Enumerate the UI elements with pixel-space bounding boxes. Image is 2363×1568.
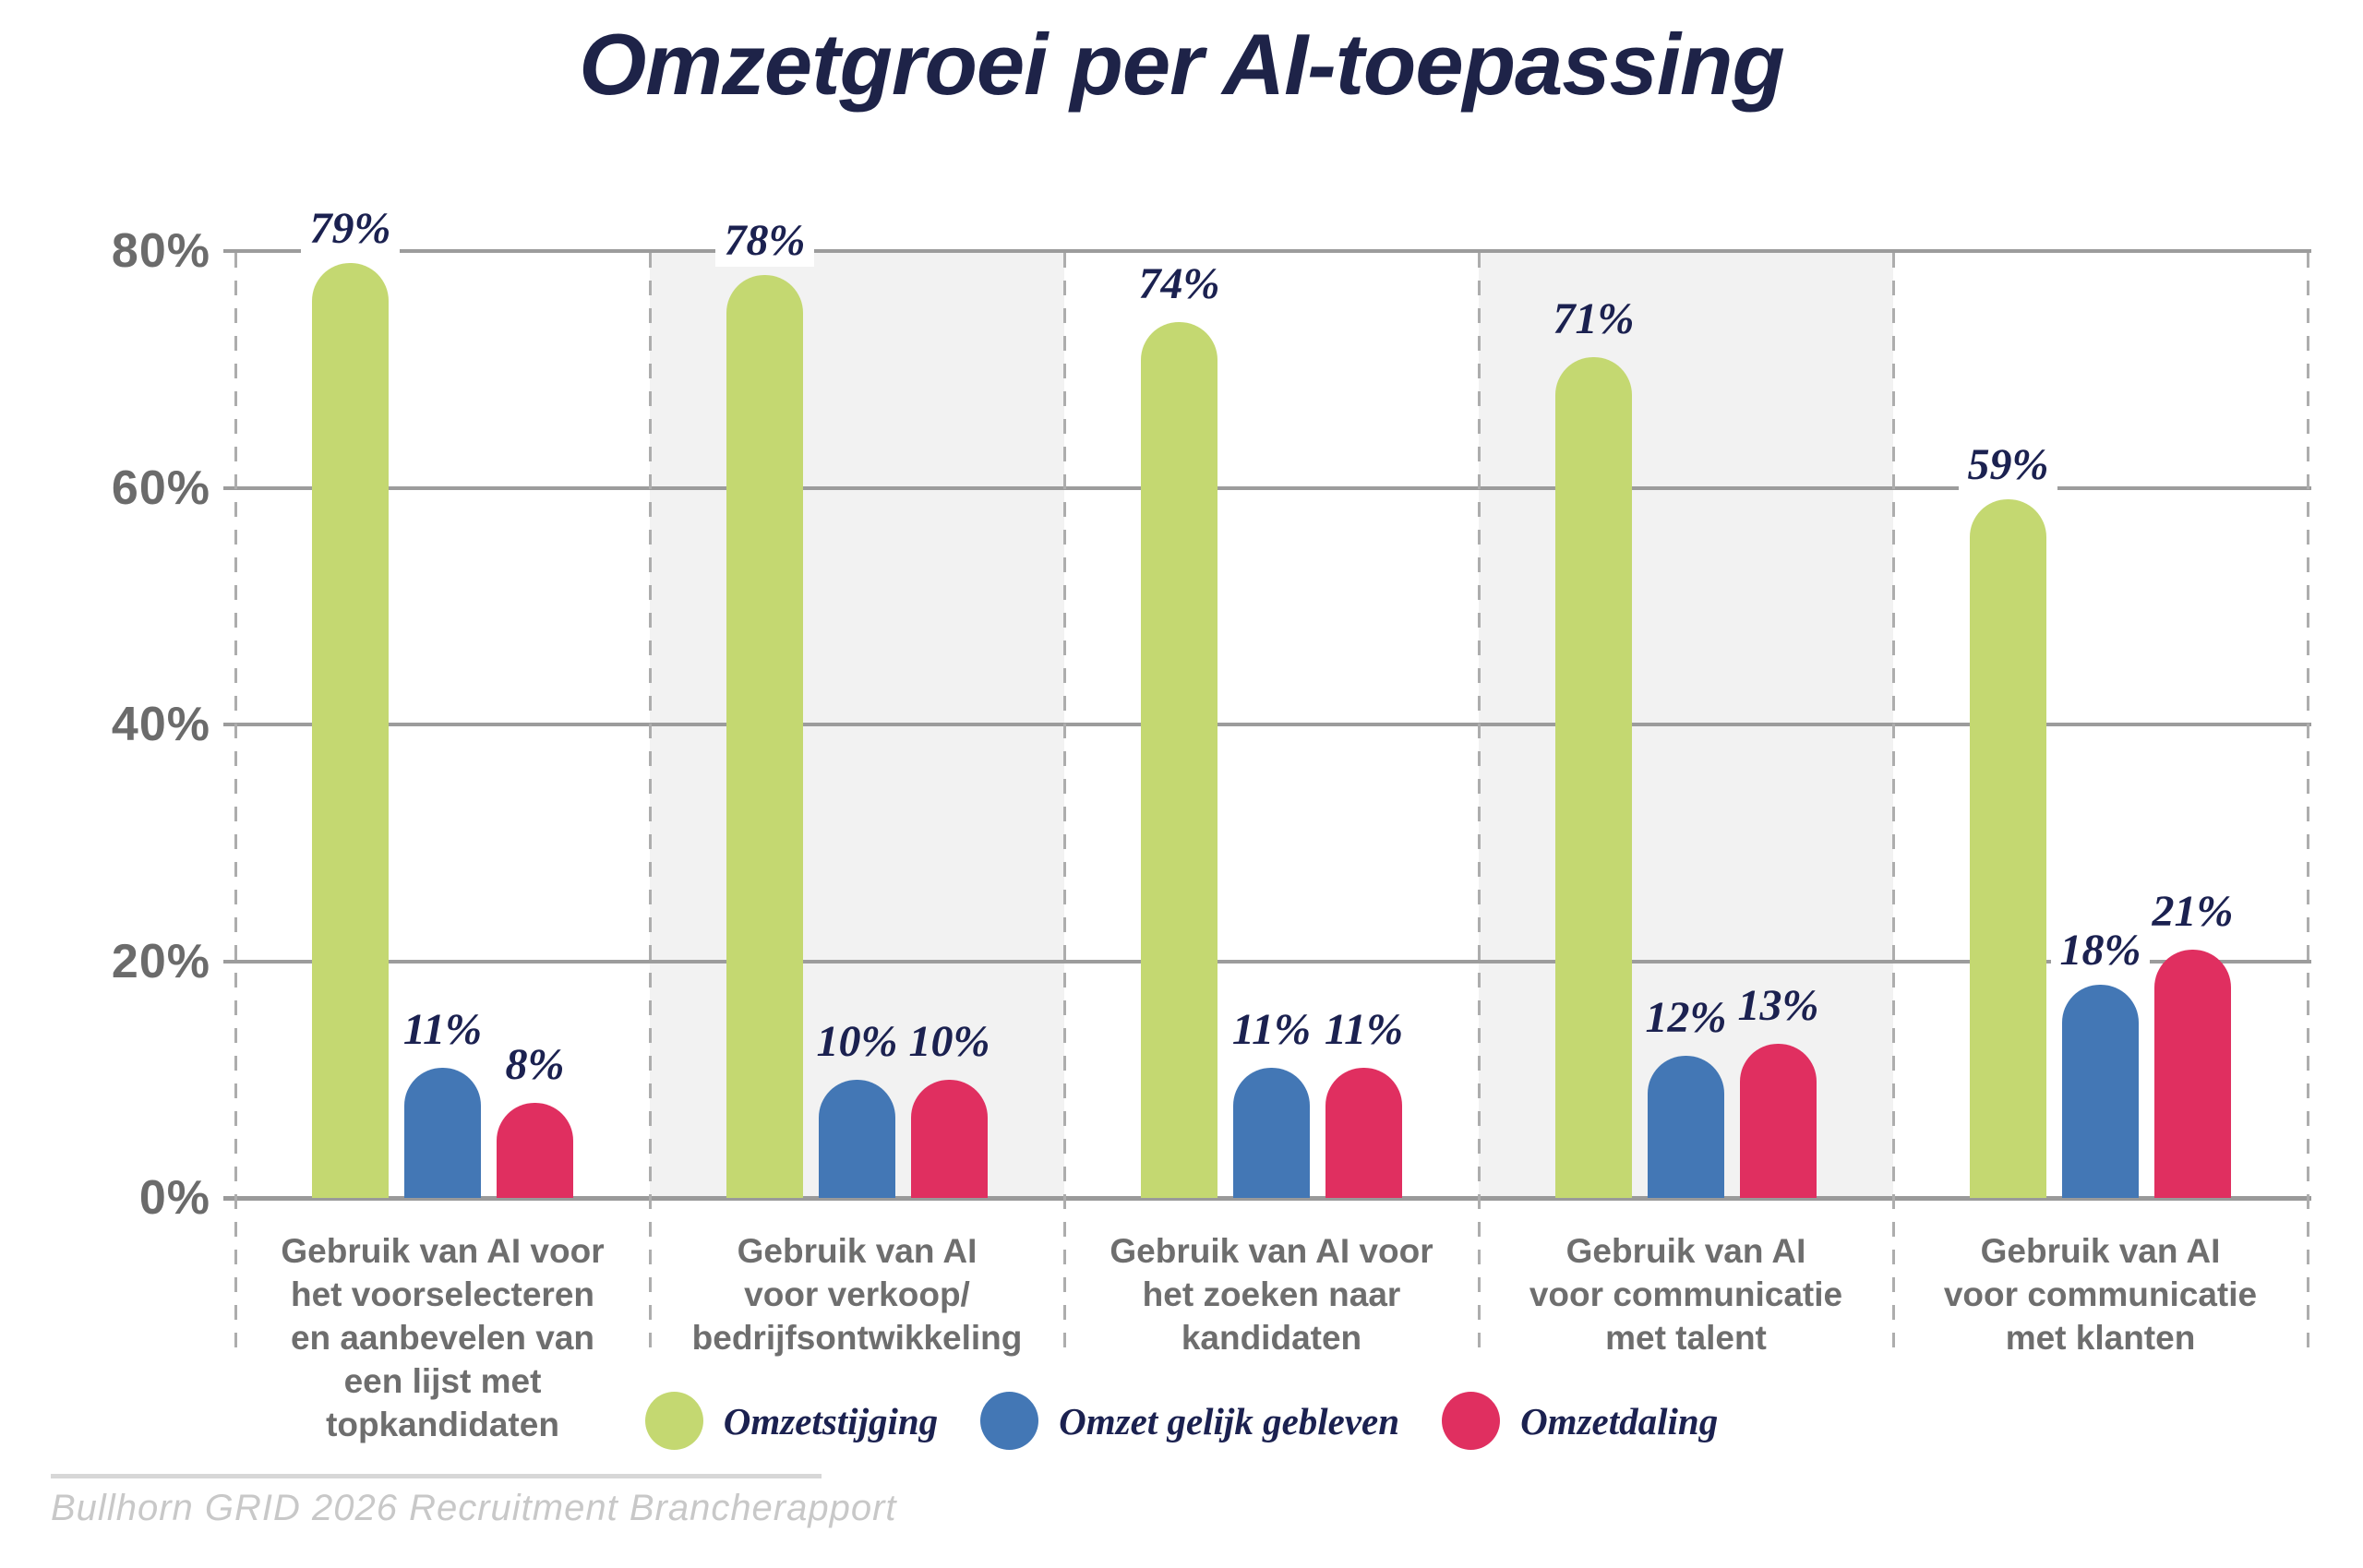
category-divider-line xyxy=(1062,253,1066,1347)
bar-value-label: 78% xyxy=(714,214,815,267)
bar-value-label: 12% xyxy=(1645,993,1727,1043)
category-divider-line xyxy=(234,253,237,1347)
bar-omzetdaling xyxy=(1740,1044,1817,1198)
bar-omzetdaling xyxy=(1325,1067,1402,1198)
legend-label: Omzetdaling xyxy=(1520,1399,1719,1442)
legend-item-omzet-gelijk-gebleven: Omzet gelijk gebleven xyxy=(980,1392,1399,1450)
category-label: Gebruik van AI voor communicatie met tal… xyxy=(1529,1232,1843,1357)
bar-omzetstijging xyxy=(1141,321,1217,1198)
bar-value-label: 79% xyxy=(300,202,401,255)
bar-omzetstijging xyxy=(312,262,389,1198)
category-label: Gebruik van AI voor het voorselecteren e… xyxy=(281,1232,605,1443)
bar-value-label: 21% xyxy=(2152,886,2234,936)
y-axis-tick-label: 0% xyxy=(138,1171,210,1225)
source-text: Bullhorn GRID 2026 Recruitment Branchera… xyxy=(51,1488,897,1528)
bar-omzetdaling xyxy=(2154,949,2231,1198)
y-axis-tick-label: 80% xyxy=(111,224,210,278)
gridline xyxy=(223,485,2311,490)
y-axis-tick-label: 40% xyxy=(111,698,210,751)
bar-omzet-gelijk-gebleven xyxy=(2062,985,2139,1198)
y-axis-tick-label: 20% xyxy=(111,934,210,988)
bar-omzetstijging xyxy=(1555,357,1632,1198)
bar-value-label: 59% xyxy=(1958,439,2058,492)
bar-value-label: 71% xyxy=(1553,294,1635,344)
bar-omzet-gelijk-gebleven xyxy=(1648,1056,1724,1198)
bar-value-label: 11% xyxy=(402,1004,483,1054)
legend-item-omzetdaling: Omzetdaling xyxy=(1442,1392,1718,1450)
category-label: Gebruik van AI voor het zoeken naar kand… xyxy=(1110,1232,1433,1357)
legend-item-omzetstijging: Omzetstijging xyxy=(644,1392,939,1450)
gridline xyxy=(223,723,2311,726)
bar-omzet-gelijk-gebleven xyxy=(404,1067,481,1198)
bar-value-label: 74% xyxy=(1138,258,1220,308)
bar-omzet-gelijk-gebleven xyxy=(819,1079,895,1198)
category-divider-line xyxy=(1477,253,1481,1347)
legend-label: Omzet gelijk gebleven xyxy=(1059,1399,1400,1442)
legend-marker-circle-icon xyxy=(644,1392,703,1450)
bar-omzetstijging xyxy=(1970,499,2046,1198)
gridline xyxy=(223,249,2311,253)
bar-value-label: 11% xyxy=(1324,1004,1404,1054)
bar-value-label: 11% xyxy=(1231,1004,1312,1054)
y-axis-tick-label: 60% xyxy=(111,461,210,515)
legend: Omzetstijging Omzet gelijk gebleven Omzetd… xyxy=(0,1392,2363,1450)
source-divider-line xyxy=(51,1474,822,1478)
bar-value-label: 8% xyxy=(505,1040,565,1090)
x-axis-line xyxy=(223,1196,2311,1201)
bar-value-label: 10% xyxy=(816,1016,898,1066)
legend-label: Omzetstijging xyxy=(723,1399,939,1442)
category-divider-line xyxy=(648,253,652,1347)
bar-omzetdaling xyxy=(911,1079,988,1198)
category-divider-line xyxy=(1891,253,1895,1347)
bar-omzetstijging xyxy=(726,274,803,1198)
bar-omzetdaling xyxy=(497,1103,573,1198)
legend-marker-circle-icon xyxy=(1442,1392,1501,1450)
bar-value-label: 10% xyxy=(908,1016,990,1066)
category-label: Gebruik van AI voor verkoop/ bedrijfsont… xyxy=(691,1232,1023,1357)
legend-marker-circle-icon xyxy=(980,1392,1039,1450)
bar-omzet-gelijk-gebleven xyxy=(1233,1067,1310,1198)
bar-value-label: 18% xyxy=(2050,925,2151,977)
page-title: Omzetgroei per AI-toepassing xyxy=(579,16,1785,113)
category-label: Gebruik van AI voor communicatie met kla… xyxy=(1943,1232,2258,1357)
category-divider-line xyxy=(2306,253,2309,1347)
gridline xyxy=(223,959,2311,964)
bar-value-label: 13% xyxy=(1737,981,1819,1031)
